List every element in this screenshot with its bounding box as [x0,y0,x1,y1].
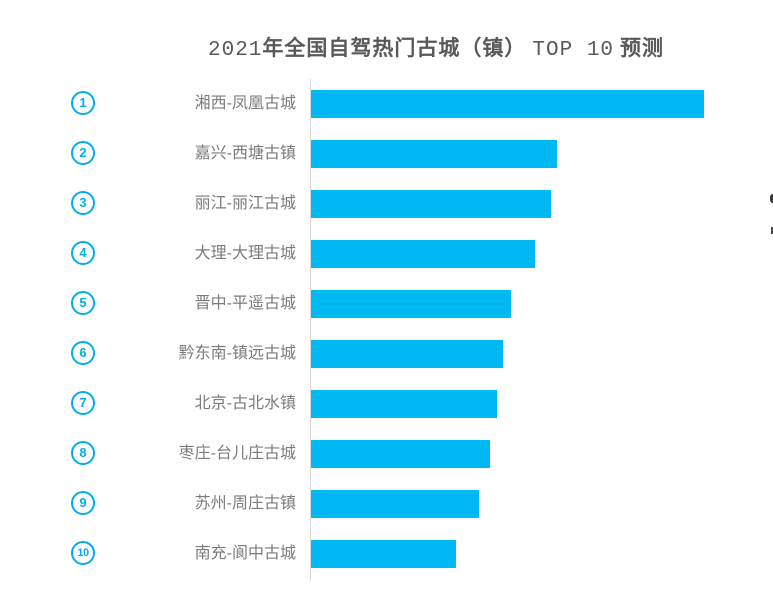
bar [311,340,503,368]
category-label: 嘉兴-西塘古镇 [194,145,296,162]
rank-badge-5: 5 [71,291,95,315]
y-axis-line [310,79,311,581]
bar [311,490,479,518]
bar [311,140,557,168]
bar [311,190,551,218]
rank-badge-1: 1 [71,91,95,115]
chart-row: 10 南充-阆中古城 [0,540,773,568]
chart-title-cjk: 年全国自驾热门古城（镇） [262,37,527,60]
category-label: 丽江-丽江古城 [194,195,296,212]
rank-badge-6: 6 [71,341,95,365]
category-label: 大理-大理古城 [194,245,296,262]
rank-badge-9: 9 [71,491,95,515]
chart-row: 4 大理-大理古城 [0,240,773,268]
chart-row: 5 晋中-平遥古城 [0,290,773,318]
chart-row: 8 枣庄-台儿庄古城 [0,440,773,468]
rank-badge-4: 4 [71,241,95,265]
category-label: 晋中-平遥古城 [194,295,296,312]
rank-badge-3: 3 [71,191,95,215]
chart-row: 3 丽江-丽江古城 [0,190,773,218]
chart-row: 2 嘉兴-西塘古镇 [0,140,773,168]
chart-title-year: 2021 [208,39,263,62]
rank-badge-2: 2 [71,141,95,165]
chart-title: 2021年全国自驾热门古城（镇） TOP 10 预测 [208,32,664,62]
clipped-edge-artifact [771,227,773,234]
category-label: 南充-阆中古城 [194,545,296,562]
chart-row: 1 湘西-凤凰古城 [0,90,773,118]
chart-title-top10: TOP 10 [532,39,615,62]
category-label: 苏州-周庄古镇 [194,495,296,512]
category-label: 湘西-凤凰古城 [194,95,296,112]
bar [311,440,490,468]
rank-badge-8: 8 [71,441,95,465]
bar [311,240,535,268]
chart-row: 6 黔东南-镇远古城 [0,340,773,368]
clipped-edge-artifact [770,194,773,203]
chart-row: 9 苏州-周庄古镇 [0,490,773,518]
bar [311,390,497,418]
category-label: 黔东南-镇远古城 [178,345,296,362]
category-label: 北京-古北水镇 [194,395,296,412]
chart-row: 7 北京-古北水镇 [0,390,773,418]
rank-badge-7: 7 [71,391,95,415]
rank-badge-10: 10 [71,541,95,565]
category-label: 枣庄-台儿庄古城 [178,445,296,462]
chart-title-forecast: 预测 [620,37,665,60]
bar [311,90,704,118]
bar [311,290,511,318]
bar [311,540,456,568]
